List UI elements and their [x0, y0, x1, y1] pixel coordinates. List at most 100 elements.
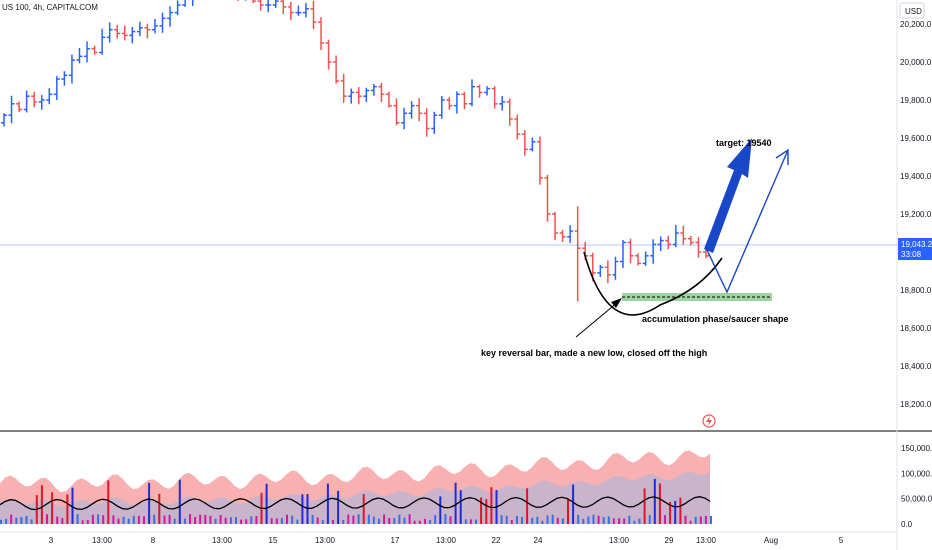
volume-bar [255, 516, 258, 524]
volume-bar [618, 518, 621, 524]
time-tick-label: 17 [391, 536, 400, 545]
ohlc-bar [318, 17, 325, 51]
ohlc-bar [114, 24, 121, 39]
volume-bar [664, 515, 666, 524]
volume-bar [679, 497, 682, 524]
current-price-label: 19,043.2 33:08 [898, 238, 932, 260]
volume-bar [137, 515, 140, 524]
volume-bar [388, 518, 391, 524]
time-tick-label: 13:00 [92, 536, 113, 545]
volume-pane [0, 450, 712, 524]
volume-axis: 0.0 50,000.0 100,000.0 150,000.0 [901, 444, 932, 529]
ohlc-bar [144, 23, 151, 39]
price-tick-label: 18,600.0 [900, 324, 932, 333]
target-label: target: 19540 [716, 138, 772, 148]
ohlc-bar [265, 0, 272, 13]
time-tick-label: 22 [492, 536, 501, 545]
ohlc-bar [333, 55, 340, 84]
price-bars [1, 0, 709, 302]
volume-bar [245, 519, 248, 524]
ohlc-bar [237, 0, 239, 1]
volume-bar [572, 484, 575, 524]
ohlc-bar [68, 54, 75, 84]
ohlc-bar [484, 86, 491, 96]
volume-bar [168, 514, 171, 524]
volume-bar [669, 502, 672, 524]
volume-bar [602, 517, 605, 524]
ohlc-bar [650, 239, 657, 264]
volume-bar [183, 518, 186, 524]
ohlc-bar [672, 224, 679, 248]
volume-bar [286, 514, 288, 524]
ohlc-bar [680, 225, 687, 245]
volume-bar [444, 514, 447, 524]
ohlc-bar [46, 88, 53, 105]
ohlc-bar [499, 96, 506, 111]
ohlc-bar [416, 97, 423, 122]
volume-bar [10, 514, 13, 524]
ohlc-bar [612, 256, 619, 280]
ohlc-bar [340, 73, 347, 103]
ohlc-bar [355, 87, 362, 105]
volume-bar [607, 516, 610, 524]
volume-bar [46, 514, 48, 524]
volume-bar [439, 496, 442, 524]
reversal-pointer-line [575, 301, 619, 338]
ohlc-bar [619, 240, 626, 269]
ohlc-bar [252, 0, 257, 4]
volume-bar [112, 515, 115, 524]
ohlc-bar [1, 113, 7, 127]
volume-bar [398, 514, 401, 524]
volume-bar [306, 494, 309, 524]
volume-bar [587, 516, 590, 524]
volume-bar [643, 488, 646, 524]
volume-bar [480, 497, 483, 524]
ohlc-bar [514, 114, 521, 140]
volume-bar [107, 480, 110, 524]
volume-bar [86, 520, 89, 524]
ohlc-bar [521, 130, 528, 156]
volume-bar [689, 520, 692, 524]
symbol-title: US 100, 4h, CAPITALCOM [2, 3, 98, 12]
volume-bar [699, 516, 702, 524]
lightning-icon[interactable] [702, 414, 716, 428]
volume-bar [536, 516, 539, 524]
currency-button[interactable]: USD [899, 2, 925, 19]
ohlc-bar [461, 91, 468, 110]
ohlc-bar [597, 265, 604, 278]
ohlc-bar [559, 229, 566, 243]
ohlc-bar [642, 251, 649, 266]
current-price-value: 19,043.2 [901, 240, 932, 249]
volume-bar [337, 490, 340, 524]
volume-bar [577, 514, 580, 524]
time-tick-label: Aug [764, 536, 778, 545]
ohlc-bar [695, 237, 702, 258]
volume-bar [459, 490, 462, 524]
volume-bar [449, 516, 452, 524]
saucer-curve [583, 251, 723, 316]
volume-bar [280, 517, 283, 524]
volume-bar [612, 518, 615, 524]
price-tick-label: 19,800.0 [900, 96, 932, 105]
volume-bar [424, 518, 426, 524]
volume-bar [117, 518, 120, 524]
volume-bar [674, 501, 677, 524]
ohlc-bar [53, 76, 60, 101]
ohlc-bar [325, 39, 332, 70]
volume-bar [413, 520, 416, 524]
ohlc-bar [635, 253, 642, 266]
ohlc-bar [529, 137, 536, 152]
volume-bar [71, 487, 74, 524]
volume-bar [582, 518, 585, 524]
volume-bar [214, 518, 217, 524]
volume-tick-label: 0.0 [901, 520, 913, 529]
ohlc-bar [431, 111, 438, 134]
volume-bar [638, 518, 641, 524]
volume-bar [408, 514, 411, 524]
ohlc-bar [476, 84, 483, 98]
price-tick-label: 19,600.0 [900, 134, 932, 143]
volume-bar [623, 518, 626, 524]
pattern-label: accumulation phase/saucer shape [642, 314, 789, 324]
ohlc-bar [536, 136, 543, 185]
